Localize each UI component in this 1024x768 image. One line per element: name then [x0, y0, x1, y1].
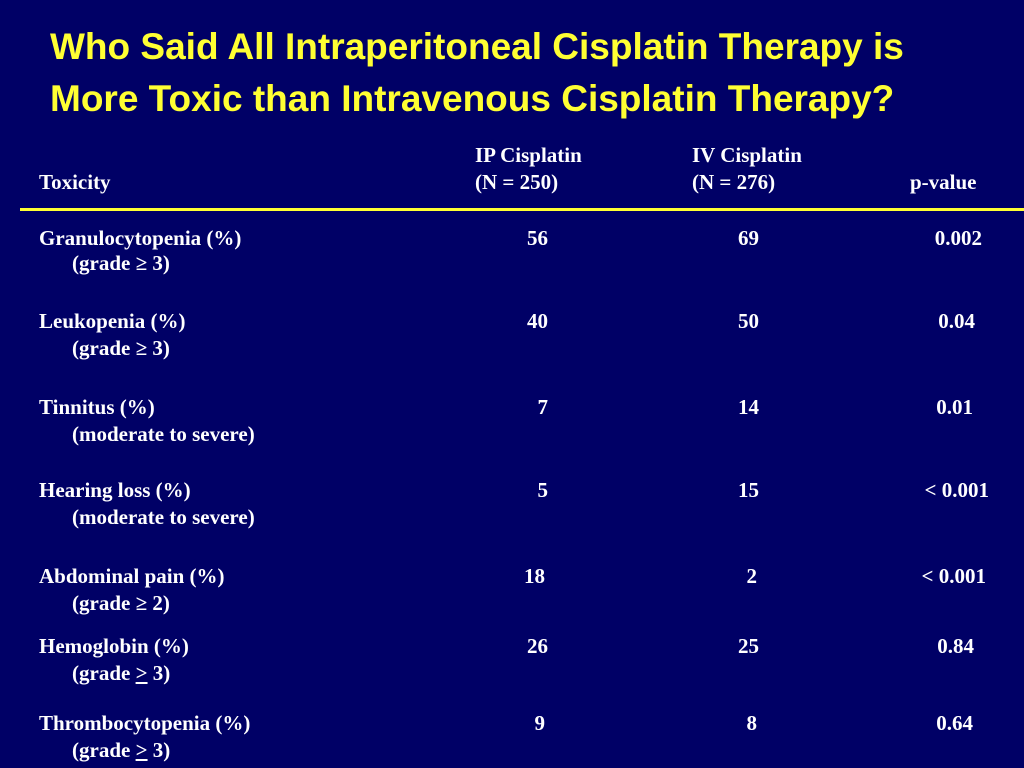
p-value: 0.64: [936, 711, 973, 735]
row-label: Granulocytopenia (%): [39, 226, 242, 250]
slide-title-line-1: Who Said All Intraperitoneal Cisplatin T…: [50, 26, 904, 67]
row-qualifier: (grade ≥ 3): [72, 251, 170, 275]
header-toxicity: Toxicity: [39, 170, 111, 194]
row-label: Leukopenia (%): [39, 309, 186, 333]
iv-value: 25: [738, 634, 759, 658]
ip-value: 5: [537, 478, 549, 502]
header-ip-name: IP Cisplatin: [475, 143, 582, 167]
row-label: Hemoglobin (%): [39, 634, 189, 658]
header-iv-n: (N = 276): [692, 170, 776, 194]
iv-value: 14: [738, 395, 759, 419]
ip-value: 26: [527, 634, 548, 658]
row-qualifier: (grade ≥ 2): [72, 591, 170, 615]
iv-value: 69: [738, 226, 759, 250]
header-iv-name: IV Cisplatin: [692, 143, 802, 167]
iv-value: 8: [746, 711, 758, 735]
p-value: < 0.001: [921, 564, 986, 588]
header-pvalue: p-value: [910, 170, 977, 194]
iv-value: 2: [746, 564, 758, 588]
ip-value: 18: [524, 564, 545, 588]
ip-value: 9: [534, 711, 546, 735]
p-value: 0.01: [936, 395, 973, 419]
row-qualifier: (grade ≥ 3): [72, 336, 170, 360]
iv-value: 50: [738, 309, 759, 333]
header-divider: [20, 208, 1024, 211]
iv-value: 15: [738, 478, 759, 502]
header-ip-n: (N = 250): [475, 170, 559, 194]
row-label: Hearing loss (%): [39, 478, 191, 502]
row-label: Abdominal pain (%): [39, 564, 225, 588]
p-value: 0.84: [937, 634, 974, 658]
ip-value: 7: [537, 395, 549, 419]
p-value: < 0.001: [924, 478, 989, 502]
slide-title-line-2: More Toxic than Intravenous Cisplatin Th…: [50, 78, 895, 119]
row-label: Tinnitus (%): [39, 395, 155, 419]
row-label: Thrombocytopenia (%): [39, 711, 251, 735]
row-qualifier: (moderate to severe): [72, 505, 255, 529]
ip-value: 56: [527, 226, 548, 250]
row-qualifier: (grade > 3): [72, 738, 171, 762]
ip-value: 40: [527, 309, 548, 333]
row-qualifier: (moderate to severe): [72, 422, 255, 446]
row-qualifier: (grade > 3): [72, 661, 171, 685]
p-value: 0.04: [938, 309, 975, 333]
p-value: 0.002: [934, 226, 982, 250]
